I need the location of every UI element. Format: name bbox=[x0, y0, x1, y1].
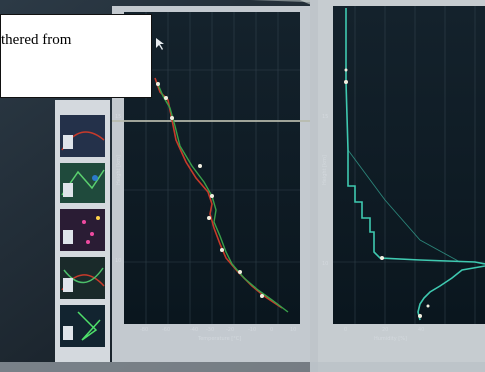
temperature-x-tick: 0 bbox=[270, 327, 273, 333]
humidity-x-tick: 0 bbox=[344, 327, 347, 333]
humidity-y-ticks: 15 10 bbox=[322, 114, 328, 267]
monitor-bezel-bottom bbox=[0, 362, 485, 372]
temperature-x-tick: -60 bbox=[162, 327, 170, 333]
humidity-y-tick: 15 bbox=[322, 114, 328, 120]
temperature-x-tick: 10 bbox=[290, 327, 296, 333]
temperature-x-tick: -40 bbox=[190, 327, 198, 333]
mouse-cursor-icon bbox=[156, 38, 164, 50]
temperature-x-tick: -30 bbox=[206, 327, 214, 333]
temperature-x-tick: -20 bbox=[226, 327, 234, 333]
temperature-ylabel: Height [km] bbox=[116, 155, 122, 185]
temperature-x-tick: -10 bbox=[248, 327, 256, 333]
dewpoint-profile-green bbox=[156, 81, 289, 313]
temperature-x-ticks: -80 -60 -40 -30 -20 -10 0 10 bbox=[140, 327, 296, 333]
humidity-x-tick: 40 bbox=[418, 327, 424, 333]
humidity-ylabel: Height [km] bbox=[322, 155, 328, 185]
humidity-y-tick: 10 bbox=[322, 261, 328, 267]
thumbnail-5[interactable] bbox=[60, 305, 105, 347]
thumbnail-3[interactable] bbox=[60, 209, 105, 251]
caption-box: thered from bbox=[0, 14, 152, 98]
temperature-profile-markers bbox=[156, 82, 264, 298]
temperature-y-ticks: 15 10 bbox=[115, 114, 121, 264]
temperature-x-tick: -80 bbox=[140, 327, 148, 333]
thumbnail-1[interactable] bbox=[60, 115, 105, 157]
caption-text: thered from bbox=[1, 32, 72, 48]
humidity-markers bbox=[344, 68, 430, 318]
window-divider bbox=[310, 0, 318, 372]
humidity-profile bbox=[345, 8, 485, 265]
thumbnail-2[interactable] bbox=[60, 163, 105, 203]
temperature-y-tick: 10 bbox=[115, 258, 121, 264]
thumbnail-4[interactable] bbox=[60, 257, 105, 299]
humidity-x-ticks: 0 20 40 bbox=[344, 327, 424, 333]
humidity-x-tick: 20 bbox=[382, 327, 388, 333]
humidity-plot-area bbox=[333, 6, 485, 324]
humidity-guide-line bbox=[347, 149, 461, 263]
temperature-xlabel: Temperature [°C] bbox=[197, 336, 241, 342]
humidity-lower-profile bbox=[417, 265, 485, 321]
thumbnail-list bbox=[60, 115, 105, 347]
temperature-y-tick: 15 bbox=[115, 114, 121, 120]
humidity-xlabel: Humidity [%] bbox=[374, 336, 407, 342]
